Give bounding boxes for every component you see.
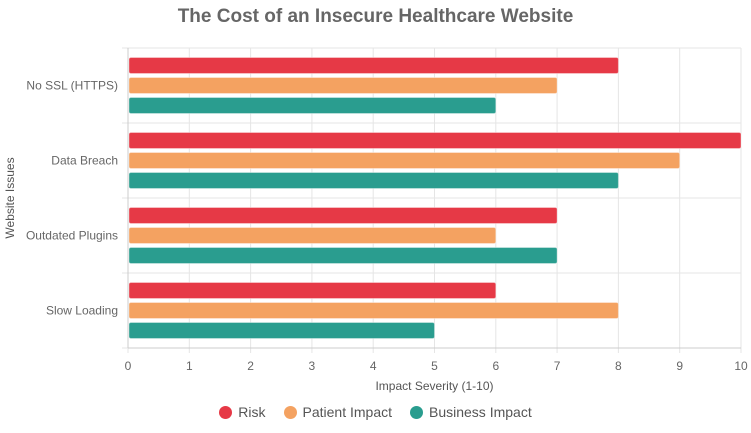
- x-tick-label: 3: [309, 359, 316, 373]
- y-tick-label: Outdated Plugins: [26, 229, 118, 243]
- y-axis-title: Website Issues: [3, 157, 17, 238]
- x-tick-label: 2: [247, 359, 254, 373]
- legend-swatch: [283, 405, 297, 419]
- x-tick-label: 4: [370, 359, 377, 373]
- legend-item[interactable]: Risk: [219, 404, 266, 420]
- bar-patient-impact: [128, 302, 619, 319]
- legend-swatch: [410, 405, 423, 419]
- legend-label: Risk: [238, 404, 266, 420]
- legend-swatch: [219, 405, 233, 419]
- x-tick-label: 0: [125, 359, 132, 373]
- legend: Risk Patient Impact Business Impact: [0, 404, 751, 420]
- y-tick-label: Data Breach: [51, 154, 118, 168]
- x-tick-label: 10: [734, 359, 748, 373]
- bar-business-impact: [128, 97, 497, 114]
- legend-item[interactable]: Patient Impact: [283, 404, 393, 420]
- bar-business-impact: [128, 247, 558, 264]
- bar-business-impact: [128, 172, 619, 189]
- x-tick-label: 7: [554, 359, 561, 373]
- chart-title: The Cost of an Insecure Healthcare Websi…: [177, 6, 574, 27]
- bar-patient-impact: [128, 77, 558, 94]
- bar-business-impact: [128, 322, 435, 339]
- bar-patient-impact: [128, 152, 681, 169]
- legend-label: Business Impact: [429, 404, 532, 420]
- x-tick-label: 1: [186, 359, 193, 373]
- y-tick-label: Slow Loading: [46, 304, 118, 318]
- bar-patient-impact: [128, 227, 497, 244]
- x-tick-label: 9: [676, 359, 683, 373]
- legend-item[interactable]: Business Impact: [410, 404, 532, 420]
- bar-risk: [128, 282, 497, 299]
- bar-risk: [128, 132, 742, 149]
- y-tick-label: No SSL (HTTPS): [26, 79, 118, 93]
- x-tick-label: 8: [615, 359, 622, 373]
- legend-label: Patient Impact: [302, 404, 393, 420]
- x-axis-title: Impact Severity (1-10): [375, 379, 493, 393]
- x-tick-label: 5: [431, 359, 438, 373]
- bar-risk: [128, 207, 558, 224]
- bar-risk: [128, 57, 619, 74]
- x-tick-label: 6: [492, 359, 499, 373]
